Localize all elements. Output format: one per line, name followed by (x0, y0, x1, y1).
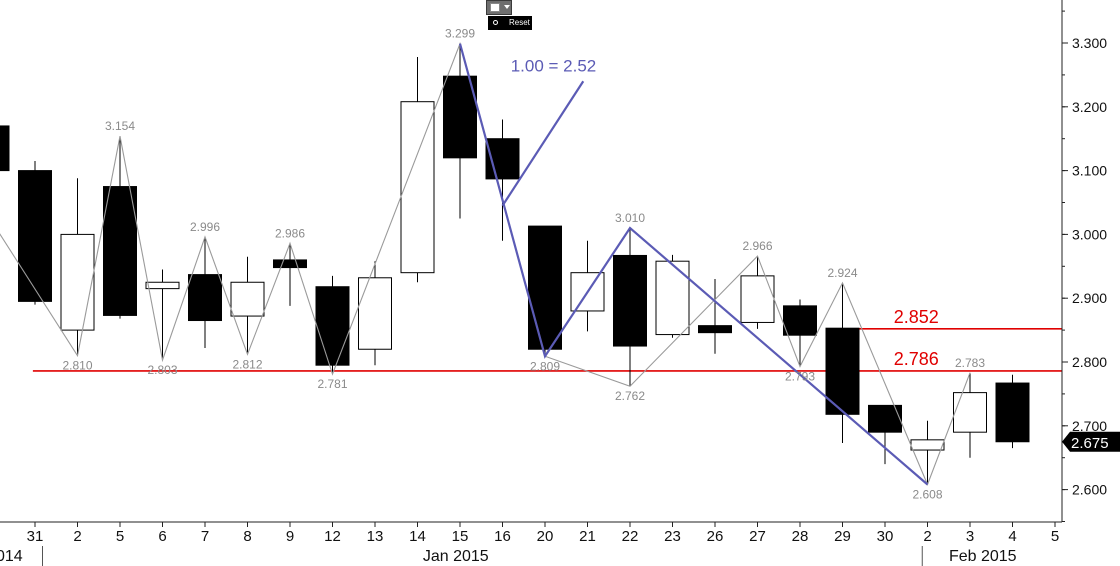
x-tick-label: 21 (579, 528, 596, 545)
last-price-tag (1062, 431, 1120, 452)
candle-bear[interactable] (273, 259, 307, 269)
candle-bear[interactable] (825, 327, 860, 415)
period-label: 014 (0, 548, 23, 565)
period-label: Feb 2015 (949, 548, 1017, 565)
x-tick-label: 5 (1051, 528, 1059, 545)
candle-bear[interactable] (443, 75, 477, 159)
wave-projection-line (458, 43, 929, 486)
reset-label: Reset (509, 18, 530, 27)
chevron-down-icon (504, 5, 510, 9)
candle-bull[interactable] (910, 439, 945, 451)
candle-bull[interactable] (740, 275, 775, 323)
wave-label: 1.00 = 2.52 (511, 57, 597, 76)
x-tick-label: 15 (452, 528, 469, 545)
swing-label: 2.762 (615, 389, 645, 403)
swing-label: 2.803 (147, 363, 177, 377)
x-tick-label: 4 (1008, 528, 1016, 545)
y-tick-label: 2.600 (1072, 482, 1107, 498)
swing-label: 2.783 (955, 356, 985, 370)
candle-bull[interactable] (953, 392, 987, 433)
y-tick-label: 3.200 (1072, 99, 1107, 115)
y-tick-label: 2.900 (1072, 290, 1107, 306)
swing-label: 2.781 (317, 377, 347, 391)
swing-label: 2.966 (742, 239, 772, 253)
x-tick-label: 8 (243, 528, 251, 545)
x-tick-label: 30 (877, 528, 894, 545)
candle-bear[interactable] (528, 225, 562, 350)
x-tick-label: 2 (923, 528, 931, 545)
candle-bull[interactable] (358, 277, 392, 350)
swing-label: 2.924 (827, 266, 857, 280)
x-tick-label: 14 (409, 528, 426, 545)
candle-bull[interactable] (400, 101, 435, 274)
swing-label: 2.996 (190, 220, 220, 234)
x-tick-label: 3 (966, 528, 974, 545)
x-tick-label: 28 (792, 528, 809, 545)
x-tick-label: 5 (116, 528, 124, 545)
candle-bear[interactable] (783, 305, 817, 336)
candle-bear[interactable] (868, 404, 902, 433)
level-label: 2.786 (894, 349, 939, 369)
candle-bear[interactable] (18, 170, 52, 302)
last-price-label: 2.675 (1071, 435, 1109, 452)
candle-bear[interactable] (698, 325, 732, 334)
x-tick-label: 7 (201, 528, 209, 545)
swing-label: 2.608 (912, 487, 942, 501)
x-tick-label: 26 (707, 528, 724, 545)
candle-bull[interactable] (230, 281, 265, 317)
wave-arrow-line (501, 80, 585, 207)
candle-bull[interactable] (655, 260, 690, 336)
y-tick-label: 3.000 (1072, 226, 1107, 242)
candle-bear[interactable] (0, 125, 10, 172)
reset-button[interactable]: Reset (488, 16, 532, 30)
x-tick-label: 13 (367, 528, 384, 545)
candle-bear[interactable] (315, 286, 350, 366)
swing-label: 3.010 (615, 211, 645, 225)
swing-label: 3.154 (105, 119, 135, 133)
chart-toolbar: Reset (486, 0, 534, 32)
y-tick-label: 2.800 (1072, 354, 1107, 370)
swing-label: 2.809 (530, 359, 560, 373)
candle-bear[interactable] (995, 382, 1030, 443)
reset-icon (493, 20, 498, 25)
line-chart-icon (490, 3, 500, 12)
candle-bear[interactable] (188, 274, 222, 322)
swing-label: 2.812 (232, 357, 262, 371)
x-tick-label: 22 (622, 528, 639, 545)
candle-bull[interactable] (60, 233, 95, 331)
x-tick-label: 27 (749, 528, 766, 545)
x-tick-label: 16 (494, 528, 511, 545)
swing-label: 2.810 (62, 359, 92, 373)
y-tick-label: 3.300 (1072, 35, 1107, 51)
swing-label: 2.986 (275, 226, 305, 240)
x-tick-label: 9 (286, 528, 294, 545)
x-tick-label: 23 (664, 528, 681, 545)
x-tick-label: 12 (324, 528, 341, 545)
y-tick-label: 2.700 (1072, 418, 1107, 434)
candle-bear[interactable] (103, 186, 137, 316)
swing-label: 2.793 (785, 369, 815, 383)
candle-bear[interactable] (613, 254, 647, 347)
x-tick-label: 20 (537, 528, 554, 545)
x-tick-label: 2 (73, 528, 81, 545)
x-tick-label: 31 (27, 528, 44, 545)
candle-bull[interactable] (145, 281, 180, 290)
level-label: 2.852 (894, 307, 939, 327)
x-tick-label: 6 (158, 528, 166, 545)
swing-label: 3.299 (445, 27, 475, 41)
x-tick-label: 29 (834, 528, 851, 545)
swing-zigzag-line (0, 41, 971, 486)
period-label: Jan 2015 (423, 548, 489, 565)
y-tick-label: 3.100 (1072, 163, 1107, 179)
chart-type-button[interactable] (486, 0, 512, 15)
